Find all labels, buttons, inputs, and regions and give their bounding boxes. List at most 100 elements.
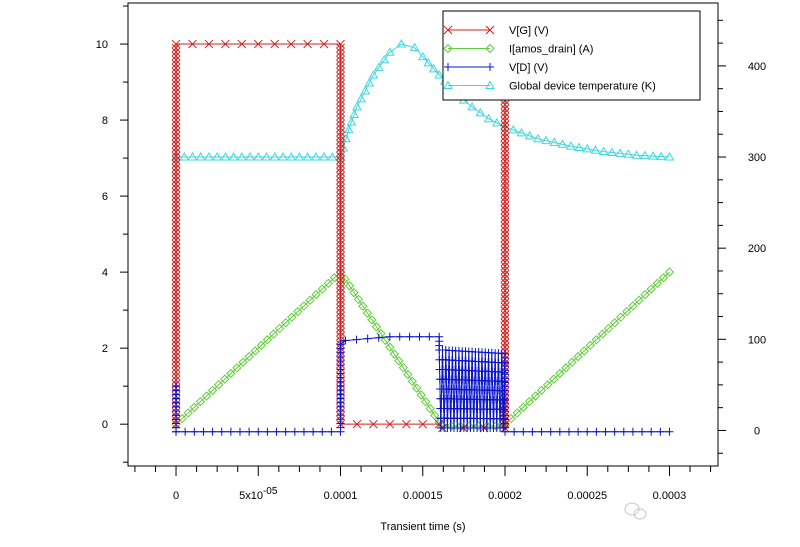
data-point (336, 99, 345, 109)
data-point (500, 197, 510, 207)
data-point (341, 133, 351, 143)
data-point (244, 351, 254, 362)
data-point (385, 419, 395, 429)
data-point (171, 275, 181, 285)
data-point (171, 311, 181, 321)
x-tick-label: 0.00025 (567, 490, 607, 502)
data-point (412, 383, 422, 393)
data-point (336, 91, 345, 101)
data-point (500, 225, 510, 235)
data-point (349, 287, 359, 298)
legend-item: I[amos_drain] (A) (443, 43, 593, 56)
data-point (500, 104, 510, 114)
data-point (500, 241, 510, 251)
data-point (499, 414, 508, 423)
data-point (171, 127, 181, 137)
data-point (385, 332, 394, 341)
data-point (583, 427, 592, 436)
data-point (323, 278, 334, 289)
data-point (368, 69, 379, 79)
data-point (171, 335, 181, 345)
data-point (195, 396, 206, 407)
x-tick-label: 5x10-05 (239, 486, 278, 502)
data-point (171, 43, 181, 53)
data-point (336, 147, 345, 157)
data-point (171, 259, 181, 269)
data-point (171, 291, 181, 301)
data-point (309, 427, 318, 436)
data-point (646, 284, 656, 294)
data-point (236, 152, 247, 161)
data-point (171, 219, 181, 229)
data-point (171, 71, 181, 81)
data-point (263, 427, 272, 436)
data-point (647, 427, 656, 436)
data-point (171, 339, 181, 349)
data-point (171, 139, 181, 149)
y-left-tick-label: 4 (102, 267, 108, 279)
data-point (171, 303, 181, 313)
data-point (274, 323, 285, 334)
data-point (336, 291, 345, 301)
series-line (175, 336, 670, 433)
data-point (171, 371, 181, 381)
legend-marker (443, 43, 453, 54)
data-point (352, 419, 362, 429)
data-point (500, 185, 510, 194)
axes: 0 5x10-05 0.0001 0.00015 0.0002 0.00025 0.0003… (96, 2, 766, 502)
data-point (640, 289, 650, 300)
data-point (500, 302, 510, 312)
data-point (171, 215, 181, 225)
data-point (336, 299, 345, 309)
data-point (500, 274, 510, 283)
legend-label: V[D] (V) (509, 62, 548, 74)
data-point (336, 103, 345, 113)
data-point (500, 124, 510, 134)
data-point (171, 247, 181, 257)
data-point (318, 427, 327, 436)
data-point (171, 179, 181, 189)
data-point (343, 124, 354, 134)
data-point (491, 117, 502, 127)
data-point (500, 132, 510, 142)
y-left-tick-label: 2 (102, 343, 108, 355)
data-point (171, 299, 181, 309)
data-point (336, 55, 345, 65)
data-point (500, 193, 510, 202)
data-point (344, 281, 355, 291)
data-point (585, 340, 595, 351)
data-point (336, 255, 345, 265)
data-point (336, 63, 345, 73)
data-point (598, 146, 609, 156)
data-point (270, 39, 280, 49)
data-point (518, 402, 528, 412)
data-point (500, 189, 510, 198)
data-point (500, 116, 510, 126)
data-point (610, 427, 619, 436)
data-point (500, 237, 510, 247)
data-point (254, 427, 263, 436)
data-point (171, 243, 181, 253)
data-point (394, 356, 404, 366)
data-point (171, 295, 181, 305)
data-point (421, 397, 431, 407)
data-point (500, 330, 510, 340)
data-point (226, 368, 236, 379)
x-tick-label: 0 (173, 490, 179, 502)
data-point (171, 47, 181, 57)
data-point (336, 279, 345, 289)
data-point (245, 152, 255, 161)
data-point (537, 427, 546, 436)
data-point (341, 336, 350, 345)
data-point (207, 385, 218, 396)
data-point (565, 141, 576, 150)
data-point (171, 175, 181, 185)
data-point (336, 275, 345, 285)
data-point (592, 427, 601, 436)
data-point (555, 427, 564, 436)
data-point (516, 127, 527, 137)
data-point (217, 427, 226, 436)
data-point (220, 152, 231, 161)
legend-marker (443, 25, 453, 35)
data-point (171, 307, 181, 317)
